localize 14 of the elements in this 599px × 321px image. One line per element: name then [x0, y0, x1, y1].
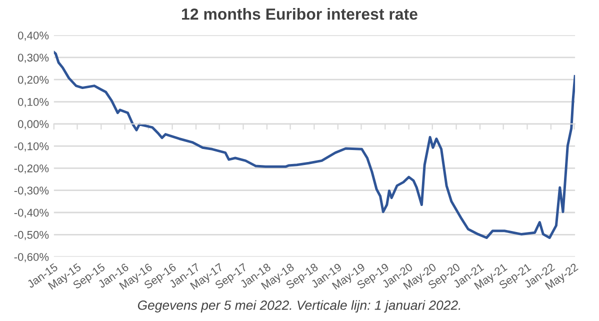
- y-tick-label: -0,30%: [14, 186, 49, 196]
- y-tick-label: 0,10%: [18, 98, 49, 108]
- y-tick-label: 0,20%: [18, 76, 49, 86]
- y-tick-label: 0,30%: [18, 54, 49, 63]
- y-tick-label: -0,60%: [14, 253, 49, 262]
- line-series: [54, 50, 576, 239]
- y-tick-label: 0,40%: [18, 32, 49, 41]
- text: Gegevens per 5 mei 2022. Verticale lijn: 1 januari 2022.: [138, 300, 460, 313]
- y-tick-label: -0,50%: [14, 230, 49, 240]
- y-tick-label: 0,00%: [18, 120, 49, 130]
- y-tick-label: -0,10%: [14, 142, 49, 152]
- chart-title: 12 months Euribor interest rate: [182, 8, 418, 20]
- y-tick-label: -0,40%: [14, 208, 49, 218]
- y-tick-label: -0,20%: [14, 164, 49, 174]
